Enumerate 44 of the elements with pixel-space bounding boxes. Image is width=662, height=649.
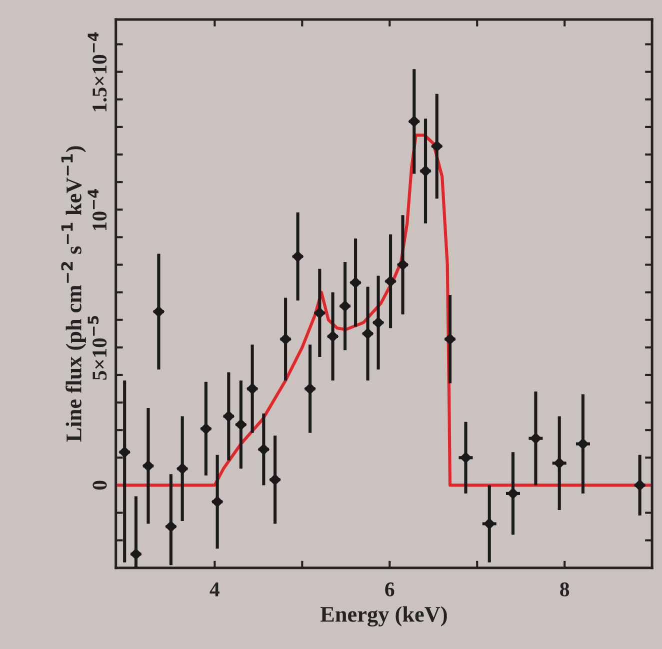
point <box>444 334 456 345</box>
point <box>280 334 292 345</box>
x-axis-title: Energy (keV) <box>320 606 447 627</box>
point <box>292 250 304 262</box>
y-axis-title: Line flux (ph cm$^{−2}$ s$^{−1}$ keV$^{−1}$) <box>61 146 86 442</box>
point <box>304 383 316 394</box>
point <box>362 328 374 340</box>
point <box>554 458 565 469</box>
point <box>130 548 142 560</box>
point <box>153 306 164 318</box>
point <box>507 488 519 500</box>
point <box>634 480 646 491</box>
point <box>339 300 351 312</box>
point <box>384 276 396 287</box>
point <box>200 423 212 434</box>
x-tick-label: 6 <box>385 582 394 596</box>
point <box>350 277 362 288</box>
x-tick-label: 8 <box>560 582 570 596</box>
point <box>212 496 223 508</box>
point <box>314 307 326 319</box>
point <box>142 460 154 472</box>
point <box>269 474 281 486</box>
point <box>431 140 442 152</box>
y-tick-label: 5×10$^{−5}$ <box>88 316 107 380</box>
point <box>577 438 589 450</box>
point <box>530 432 542 444</box>
y-tick-label: 1.5×10$^{−4}$ <box>88 32 107 112</box>
point <box>258 444 270 455</box>
point <box>165 520 177 532</box>
point <box>246 383 258 394</box>
point <box>408 116 420 128</box>
point <box>223 410 234 422</box>
point <box>327 330 338 342</box>
point <box>420 165 432 177</box>
point <box>176 463 188 474</box>
x-tick-label: 4 <box>210 582 220 596</box>
point <box>118 446 130 458</box>
point <box>397 259 408 270</box>
y-tick-label: 10$^{−4}$ <box>88 188 107 230</box>
point <box>484 518 495 530</box>
y-tick-label: 0 <box>92 480 107 490</box>
point <box>235 418 247 430</box>
point <box>460 452 472 464</box>
point <box>372 317 384 328</box>
